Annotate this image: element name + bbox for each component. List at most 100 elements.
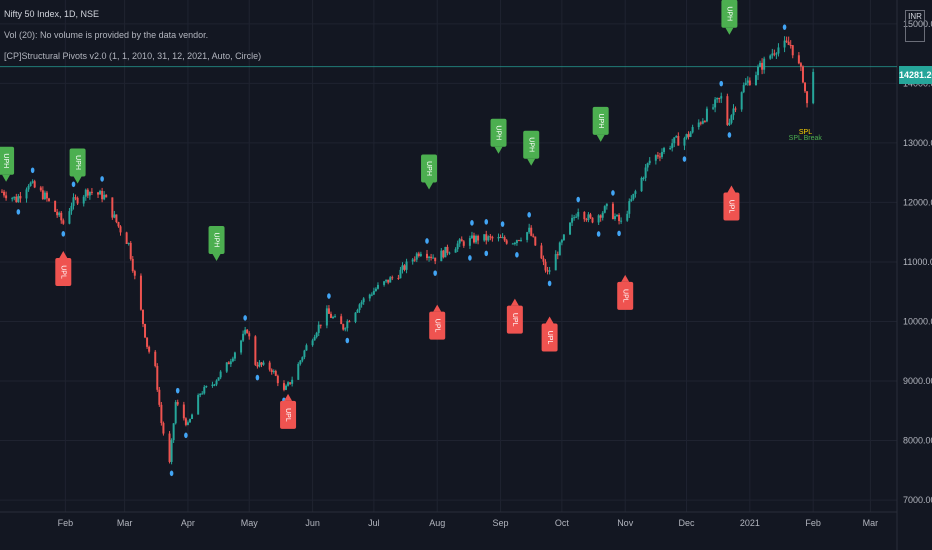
- candle-body: [385, 279, 388, 282]
- x-tick-label: Nov: [617, 518, 634, 528]
- candle-body: [383, 281, 386, 285]
- candle-body: [248, 333, 251, 337]
- candle-body: [759, 62, 762, 68]
- candle-body: [362, 298, 365, 303]
- candle-body: [197, 395, 200, 415]
- candle-body: [340, 316, 343, 325]
- upl-marker: UPL: [617, 274, 634, 310]
- candle-body: [368, 294, 371, 299]
- candle-body: [205, 386, 208, 388]
- candle-body: [246, 329, 249, 334]
- y-tick-label: 15000.00: [903, 19, 932, 29]
- candle-body: [348, 321, 351, 323]
- uph-pointer: [494, 146, 503, 154]
- candle-body: [526, 232, 529, 240]
- candle-body: [530, 227, 533, 236]
- candle-body: [771, 53, 774, 56]
- candle-body: [783, 40, 786, 48]
- candle-body: [401, 265, 404, 270]
- candle-body: [229, 361, 232, 365]
- indicator-legend: [CP]Structural Pivots v2.0 (1, 1, 2010, …: [4, 51, 262, 61]
- pivot-dot-high: [719, 80, 724, 87]
- candle-body: [597, 215, 600, 223]
- candle-body: [669, 148, 672, 150]
- candle-body: [360, 302, 363, 305]
- candle-body: [111, 197, 114, 218]
- pivot-dot-high: [100, 176, 104, 182]
- candle-body: [699, 122, 702, 124]
- candle-body: [54, 200, 57, 212]
- candle-body: [168, 433, 171, 462]
- uph-label: UPH: [2, 153, 9, 168]
- upl-box: [506, 305, 523, 334]
- uph-pointer: [725, 27, 734, 35]
- candle-body: [497, 236, 500, 239]
- candle-body: [801, 66, 804, 83]
- candle-body: [256, 364, 259, 367]
- candle-body: [585, 219, 588, 221]
- uph-pointer: [73, 176, 82, 184]
- y-tick-label: 13000.00: [903, 138, 932, 148]
- candle-body: [503, 237, 506, 241]
- candle-body: [705, 108, 708, 122]
- candle-body: [31, 181, 34, 183]
- upl-marker: UPL: [280, 393, 297, 429]
- candle-body: [442, 250, 445, 258]
- candle-body: [19, 196, 22, 199]
- pivot-dot-high: [327, 293, 331, 299]
- pivot-dot-high: [175, 387, 180, 394]
- candle-body: [344, 328, 347, 330]
- candle-body: [415, 253, 418, 260]
- x-tick-label: Sep: [493, 518, 509, 528]
- candle-body: [428, 256, 431, 258]
- upl-box: [723, 192, 740, 221]
- candle-body: [703, 121, 706, 123]
- currency-label[interactable]: INR: [905, 10, 925, 42]
- candle-body: [82, 196, 85, 204]
- candle-body: [734, 108, 737, 110]
- candle-body: [468, 238, 471, 246]
- candle-body: [462, 241, 465, 246]
- candle-body: [728, 122, 731, 125]
- y-tick-label: 9000.00: [903, 376, 932, 386]
- upl-pointer: [727, 185, 736, 193]
- candle-body: [806, 91, 809, 104]
- candle-body: [446, 246, 449, 253]
- uph-label: UPH: [495, 125, 502, 140]
- candle-body: [240, 340, 243, 353]
- candle-body: [327, 308, 330, 314]
- pivot-dot-high: [470, 220, 474, 226]
- candle-body: [215, 380, 218, 385]
- candle-body: [125, 232, 128, 244]
- candle-body: [411, 259, 414, 262]
- candle-body: [761, 62, 764, 70]
- x-tick-label: Jul: [368, 518, 380, 528]
- candle-body: [387, 279, 390, 283]
- candle-body: [804, 82, 807, 92]
- candle-body: [219, 371, 222, 378]
- candle-body: [730, 115, 733, 123]
- candle-body: [233, 352, 236, 359]
- candle-body: [184, 418, 187, 425]
- candle-body: [62, 220, 65, 224]
- candle-body: [697, 122, 700, 128]
- candle-body: [720, 96, 723, 99]
- candle-body: [675, 136, 678, 138]
- candle-body: [546, 270, 549, 272]
- candles: [1, 36, 815, 465]
- x-tick-label: 2021: [740, 518, 760, 528]
- candle-body: [258, 362, 261, 367]
- candle-body: [426, 253, 429, 258]
- candle-body: [97, 192, 100, 195]
- candle-body: [554, 254, 557, 271]
- candle-body: [718, 97, 721, 99]
- upl-box: [541, 323, 558, 352]
- candle-body: [485, 234, 488, 241]
- candle-body: [305, 345, 308, 351]
- candle-body: [162, 422, 165, 434]
- candle-body: [616, 214, 619, 217]
- uph-marker: UPH: [0, 146, 15, 182]
- candle-body: [532, 235, 535, 237]
- candle-body: [611, 203, 614, 219]
